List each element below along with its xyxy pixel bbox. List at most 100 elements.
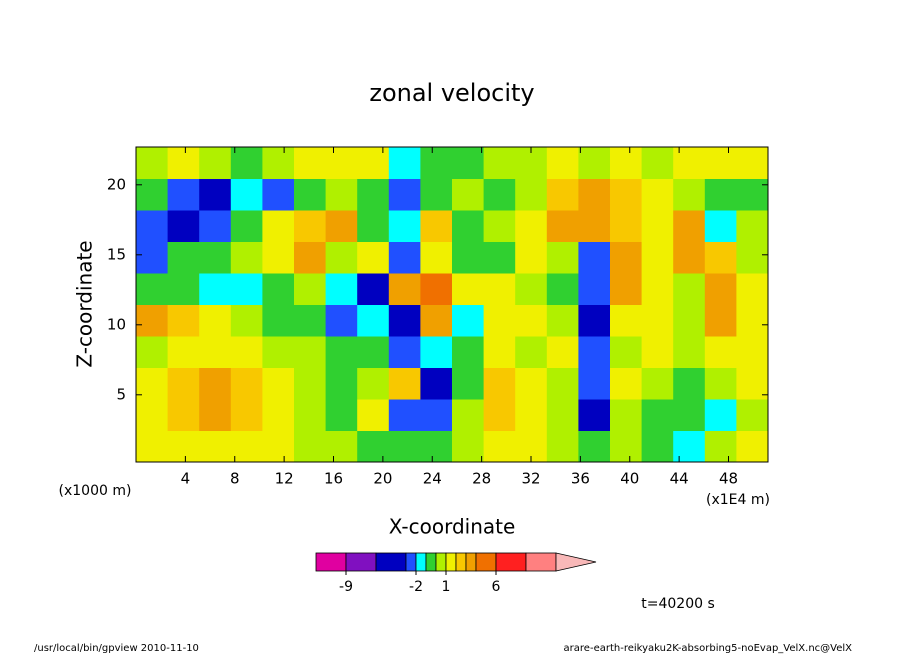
field-cell xyxy=(136,336,169,368)
field-cell xyxy=(136,273,169,305)
colorbar-segment xyxy=(455,552,467,572)
field-cell xyxy=(199,367,232,400)
field-cell xyxy=(230,210,263,242)
field-cell xyxy=(357,241,390,274)
field-cell xyxy=(357,367,390,400)
field-cell xyxy=(262,430,295,463)
field-cell xyxy=(641,241,674,274)
colorbar-segment xyxy=(315,552,347,572)
field-cell xyxy=(357,399,390,431)
field-cell xyxy=(262,367,295,400)
footer-left: /usr/local/bin/gpview 2010-11-10 xyxy=(34,643,199,654)
colorbar-segment xyxy=(525,552,557,572)
y-tick-label: 5 xyxy=(116,385,126,403)
field-cell xyxy=(388,147,421,179)
field-cell xyxy=(452,336,485,368)
field-cell xyxy=(736,304,769,337)
field-cell xyxy=(136,399,169,431)
colorbar-segment xyxy=(425,552,437,572)
field-cell xyxy=(388,367,421,400)
field-cell xyxy=(673,273,706,305)
x-tick-label: 48 xyxy=(719,470,738,488)
colorbar-extension xyxy=(555,552,597,572)
field-cell xyxy=(136,178,169,211)
field-cell xyxy=(610,304,643,337)
field-cell xyxy=(262,399,295,431)
colorbar-segment xyxy=(495,552,527,572)
chart-title: zonal velocity xyxy=(369,79,534,107)
field-cell xyxy=(199,304,232,337)
field-cell xyxy=(736,399,769,431)
field-cell xyxy=(578,336,611,368)
field-cell xyxy=(483,304,516,337)
field-cell xyxy=(641,304,674,337)
colorbar-segment xyxy=(445,552,457,572)
field-cell xyxy=(167,304,200,337)
field-cell xyxy=(704,241,737,274)
field-cell xyxy=(357,147,390,179)
field-cell xyxy=(388,273,421,305)
field-cell xyxy=(230,367,263,400)
field-cell xyxy=(420,210,453,242)
field-cell xyxy=(704,147,737,179)
field-cell xyxy=(325,147,358,179)
field-cell xyxy=(294,430,327,463)
field-cell xyxy=(199,241,232,274)
field-cell xyxy=(325,399,358,431)
field-cell xyxy=(294,210,327,242)
field-cell xyxy=(325,178,358,211)
plot-frame xyxy=(135,146,769,463)
field-cell xyxy=(546,210,579,242)
field-cell xyxy=(388,178,421,211)
x-axis-label: X-coordinate xyxy=(389,515,516,539)
field-cell xyxy=(578,304,611,337)
field-cell xyxy=(420,273,453,305)
x-tick-label: 20 xyxy=(373,470,392,488)
x-tick-label: 44 xyxy=(670,470,689,488)
field-cell xyxy=(167,210,200,242)
colorbar-segment xyxy=(405,552,417,572)
field-cell xyxy=(388,430,421,463)
field-cell xyxy=(578,399,611,431)
x-tick-label: 8 xyxy=(230,470,240,488)
field-cell xyxy=(420,336,453,368)
field-cell xyxy=(325,304,358,337)
field-cell xyxy=(262,304,295,337)
field-cell xyxy=(294,178,327,211)
field-cell xyxy=(704,367,737,400)
field-cell xyxy=(167,273,200,305)
field-cell xyxy=(420,430,453,463)
field-cell xyxy=(641,367,674,400)
field-cell xyxy=(578,178,611,211)
field-cell xyxy=(294,147,327,179)
time-annotation: t=40200 s xyxy=(641,596,715,612)
colorbar-tick-label: -2 xyxy=(409,579,423,595)
field-cell xyxy=(388,336,421,368)
field-cell xyxy=(704,178,737,211)
field-cell xyxy=(736,430,769,463)
field-cell xyxy=(136,147,169,179)
field-cell xyxy=(199,336,232,368)
field-cell xyxy=(483,399,516,431)
x-tick-label: 16 xyxy=(324,470,343,488)
field-cell xyxy=(357,210,390,242)
field-cell xyxy=(673,304,706,337)
colorbar-segment xyxy=(345,552,377,572)
field-cell xyxy=(388,399,421,431)
field-cell xyxy=(704,336,737,368)
footer-right: arare-earth-reikyaku2K-absorbing5-noEvap… xyxy=(564,643,853,654)
x-unit: (x1E4 m) xyxy=(706,492,770,508)
field-cell xyxy=(294,304,327,337)
field-cell xyxy=(199,273,232,305)
field-cell xyxy=(736,336,769,368)
colorbar-segment xyxy=(375,552,407,572)
field-cell xyxy=(515,336,548,368)
field-cell xyxy=(452,430,485,463)
field-cell xyxy=(420,178,453,211)
field-cell xyxy=(673,178,706,211)
field-cell xyxy=(262,210,295,242)
x-tick-label: 36 xyxy=(571,470,590,488)
field-cell xyxy=(167,367,200,400)
field-cell xyxy=(199,147,232,179)
colorbar-tick-label: -9 xyxy=(339,579,353,595)
